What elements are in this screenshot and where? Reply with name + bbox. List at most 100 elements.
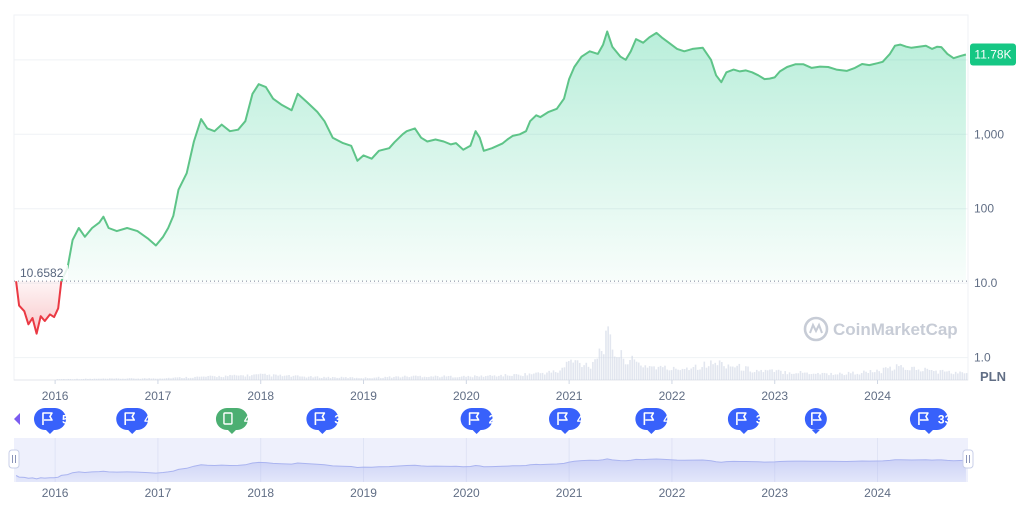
volume-bar	[895, 364, 898, 380]
event-marker-pill[interactable]	[33, 408, 66, 430]
volume-bar	[712, 364, 714, 380]
volume-bar	[491, 375, 494, 380]
volume-bar	[176, 377, 179, 380]
volume-bar	[526, 375, 529, 380]
event-marker-pointer	[561, 430, 570, 434]
volume-bar	[150, 378, 153, 380]
volume-bar	[849, 373, 852, 380]
volume-bar	[620, 350, 623, 380]
volume-bar	[618, 357, 620, 380]
event-marker-pill[interactable]	[460, 408, 493, 430]
price-line-above[interactable]	[60, 30, 967, 282]
volume-bar	[336, 377, 338, 380]
event-marker[interactable]: 4	[635, 408, 670, 434]
x-axis: 2016 2017 2018 2019 2020 2021 2022 2023 2024	[42, 380, 891, 403]
volume-bar	[89, 378, 91, 380]
volume-bar	[255, 374, 258, 380]
volume-bar	[347, 378, 349, 380]
navigator-area	[16, 458, 966, 482]
event-marker-pill[interactable]	[306, 408, 339, 430]
event-marker[interactable]: 33	[909, 408, 952, 434]
volume-bar	[124, 378, 126, 380]
volume-bar	[869, 370, 872, 380]
volume-bar	[377, 376, 380, 380]
volume-bar	[887, 368, 889, 380]
y-axis: 1.0 10.0 100 1,000	[974, 127, 1004, 364]
price-line-below[interactable]	[15, 280, 63, 335]
event-marker-pill[interactable]	[116, 408, 149, 430]
event-markers[interactable]: 5 4 4 3 2 4 4 3 33	[14, 408, 952, 434]
event-marker[interactable]: 4	[116, 408, 151, 434]
volume-bar	[115, 378, 118, 380]
volume-bar	[557, 372, 559, 380]
volume-bar	[412, 375, 415, 380]
volume-bar	[740, 370, 743, 380]
y-tick-label: 10.0	[974, 276, 998, 290]
volume-bar	[108, 378, 111, 380]
event-marker-pill[interactable]	[804, 408, 827, 430]
volume-bar	[563, 367, 566, 380]
volume-bar	[736, 365, 738, 380]
navigator-handle-grip[interactable]	[8, 449, 20, 469]
event-marker[interactable]: 3	[306, 408, 341, 434]
volume-bar	[699, 369, 701, 380]
flag-icon	[811, 412, 822, 425]
volume-bar	[627, 364, 629, 380]
navigator-tick-label: 2021	[556, 486, 583, 500]
volume-bar	[428, 376, 430, 380]
event-marker[interactable]	[804, 408, 827, 434]
volume-bar	[65, 379, 67, 380]
volume-bar	[200, 376, 203, 380]
volume-bar	[349, 377, 352, 380]
volume-bar	[279, 374, 282, 380]
event-marker[interactable]: 4	[549, 408, 584, 434]
volume-bar	[600, 351, 603, 380]
volume-bar	[323, 376, 325, 380]
navigator-handle-grip[interactable]	[962, 449, 974, 469]
volume-bar	[688, 370, 690, 380]
event-marker-count: 3	[334, 413, 341, 427]
volume-bar	[607, 326, 609, 380]
volume-bar	[635, 361, 638, 380]
volume-bar	[836, 374, 839, 380]
volume-bar	[666, 369, 668, 380]
volume-bar	[731, 366, 734, 380]
volume-bar	[353, 378, 356, 380]
volume-bar	[128, 378, 131, 380]
volume-bar	[609, 334, 612, 380]
event-marker-count: 3	[756, 413, 763, 427]
event-marker-pill[interactable]	[727, 408, 760, 430]
event-marker-pill[interactable]	[549, 408, 582, 430]
volume-bar	[185, 376, 188, 380]
event-marker-pill[interactable]	[635, 408, 668, 430]
volume-bar	[878, 371, 880, 380]
volume-bar	[919, 371, 922, 380]
volume-bar	[933, 371, 935, 380]
volume-bar	[305, 377, 308, 380]
event-marker[interactable]: 4	[215, 408, 251, 434]
event-marker-count: 4	[144, 413, 151, 427]
volume-bar	[773, 371, 776, 380]
volume-bar	[102, 378, 105, 380]
volume-bar	[755, 369, 758, 380]
volume-bar	[419, 375, 421, 380]
volume-bar	[303, 376, 306, 380]
volume-bar	[504, 374, 507, 380]
volume-bar	[948, 370, 950, 380]
volume-bar	[181, 377, 183, 380]
navigator-right-handle[interactable]	[962, 449, 974, 469]
volume-bar	[163, 378, 166, 380]
event-marker[interactable]: 5	[33, 408, 69, 434]
range-navigator[interactable]: 2016 2017 2018 2019 2020 2021 2022 2023 2024	[8, 438, 974, 500]
volume-bar	[445, 376, 448, 380]
volume-bar	[646, 367, 649, 380]
price-line[interactable]	[15, 30, 967, 335]
navigator-left-handle[interactable]	[8, 449, 20, 469]
event-marker[interactable]: 2	[460, 408, 496, 434]
volume-bar	[71, 379, 74, 380]
volume-bar	[441, 376, 443, 380]
scroll-left-icon[interactable]	[14, 413, 20, 425]
volume-bar	[316, 376, 319, 380]
event-marker[interactable]: 3	[727, 408, 763, 434]
